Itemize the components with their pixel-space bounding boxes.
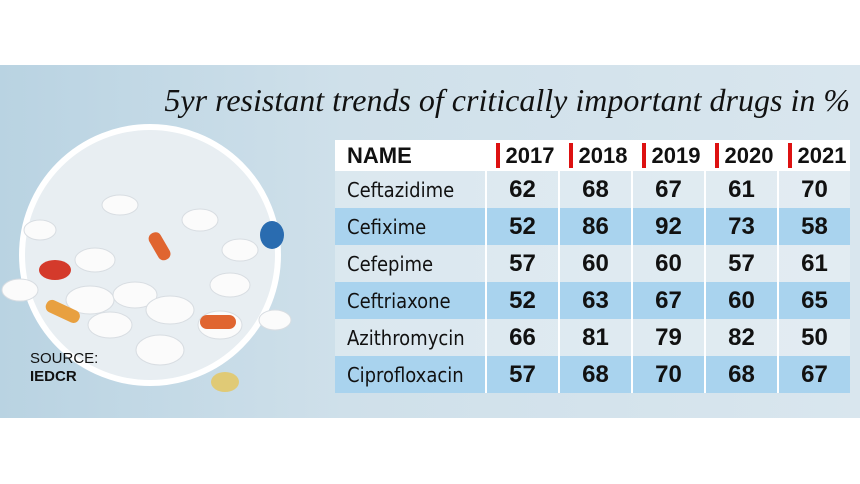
value-cell: 52 [485, 282, 559, 319]
value-cell: 57 [704, 245, 778, 282]
column-header-text: NAME [347, 142, 412, 168]
value-cell: 67 [631, 282, 705, 319]
source: SOURCE: IEDCR [30, 350, 98, 386]
source-label: SOURCE: [30, 350, 99, 367]
value-cell: 67 [777, 356, 850, 393]
column-header: 2019 [630, 140, 705, 171]
value-cell: 58 [777, 208, 850, 245]
value-cell: 63 [558, 282, 632, 319]
value-cell: 82 [704, 319, 778, 356]
value-cell: 73 [704, 208, 778, 245]
column-header-text: 2018 [568, 142, 628, 168]
column-header-text: 2017 [495, 142, 555, 168]
value-cell: 60 [558, 245, 632, 282]
table-row: Cefixime 52 86 92 73 58 [335, 208, 850, 245]
source-name: IEDCR [30, 368, 77, 385]
value-cell: 68 [558, 171, 632, 208]
value-cell: 57 [485, 245, 559, 282]
name-cell: Ceftazidime [335, 171, 486, 208]
value-cell: 61 [777, 245, 850, 282]
header-row: NAME 2017 2018 2019 2020 2021 [335, 140, 850, 171]
value-cell: 81 [558, 319, 632, 356]
value-cell: 50 [777, 319, 850, 356]
column-header: 2021 [776, 140, 850, 171]
column-header: NAME [335, 140, 486, 171]
column-header: 2020 [703, 140, 778, 171]
name-cell: Ciprofloxacin [335, 356, 486, 393]
value-cell: 70 [631, 356, 705, 393]
value-cell: 66 [485, 319, 559, 356]
column-header-text: 2019 [641, 142, 701, 168]
title: 5yr resistant trends of critically impor… [164, 82, 850, 118]
value-cell: 61 [704, 171, 778, 208]
table-row: Cefepime 57 60 60 57 61 [335, 245, 850, 282]
pills-image [1, 124, 292, 392]
value-cell: 60 [704, 282, 778, 319]
column-header: 2017 [484, 140, 559, 171]
value-cell: 92 [631, 208, 705, 245]
value-cell: 70 [777, 171, 850, 208]
value-cell: 79 [631, 319, 705, 356]
table-row: Azithromycin 66 81 79 82 50 [335, 319, 850, 356]
table-row: Ceftriaxone 52 63 67 60 65 [335, 282, 850, 319]
table-row: Ciprofloxacin 57 68 70 68 67 [335, 356, 850, 393]
column-header-text: 2021 [787, 142, 847, 168]
table: NAME 2017 2018 2019 2020 2021 Ceftazidime 62 68 6… [335, 140, 850, 393]
value-cell: 67 [631, 171, 705, 208]
column-header-text: 2020 [714, 142, 774, 168]
table-row: Ceftazidime 62 68 67 61 70 [335, 171, 850, 208]
name-cell: Cefepime [335, 245, 486, 282]
value-cell: 57 [485, 356, 559, 393]
value-cell: 52 [485, 208, 559, 245]
value-cell: 65 [777, 282, 850, 319]
name-cell: Azithromycin [335, 319, 486, 356]
value-cell: 62 [485, 171, 559, 208]
value-cell: 86 [558, 208, 632, 245]
name-cell: Cefixime [335, 208, 486, 245]
value-cell: 68 [558, 356, 632, 393]
value-cell: 60 [631, 245, 705, 282]
value-cell: 68 [704, 356, 778, 393]
column-header: 2018 [557, 140, 632, 171]
name-cell: Ceftriaxone [335, 282, 486, 319]
